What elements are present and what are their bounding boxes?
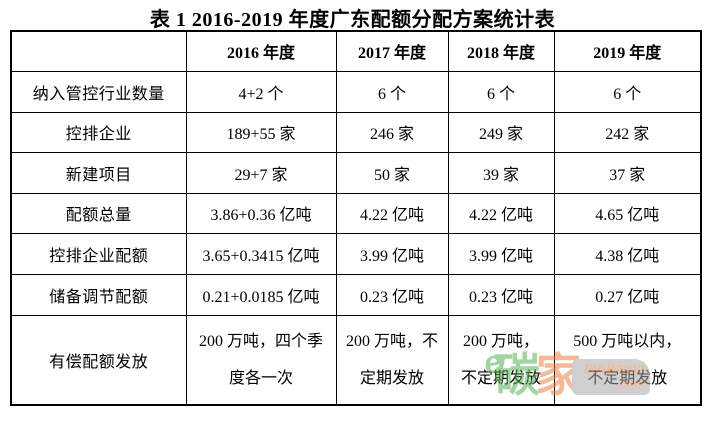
cell-enterprises-2017: 246 家 [335, 111, 449, 153]
quota-statistics-table: 2016 年度 2017 年度 2018 年度 2019 年度 纳入管控行业数量… [10, 30, 702, 406]
row-label-reserve-quota: 储备调节配额 [10, 273, 187, 316]
cell-total-quota-2016: 3.86+0.36 亿吨 [185, 192, 337, 234]
row-label-enterprises: 控排企业 [10, 111, 187, 153]
header-2019: 2019 年度 [553, 30, 702, 72]
table-row-new-projects: 新建项目 29+7 家 50 家 39 家 37 家 [10, 151, 702, 194]
cell-total-quota-2017: 4.22 亿吨 [335, 192, 449, 234]
row-label-new-projects: 新建项目 [10, 151, 187, 194]
cell-paid-allocation-2019: 500 万吨以内， 不定期发放 [553, 314, 702, 406]
cell-reserve-quota-2018: 0.23 亿吨 [447, 273, 555, 316]
table-row-enterprise-quota: 控排企业配额 3.65+0.3415 亿吨 3.99 亿吨 3.99 亿吨 4.… [10, 232, 702, 275]
cell-reserve-quota-2019: 0.27 亿吨 [553, 273, 702, 316]
cell-new-projects-2017: 50 家 [335, 151, 449, 194]
cell-industries-2016: 4+2 个 [185, 70, 337, 113]
cell-enterprise-quota-2017: 3.99 亿吨 [335, 232, 449, 275]
row-label-paid-allocation: 有偿配额发放 [10, 314, 187, 406]
cell-enterprises-2016: 189+55 家 [185, 111, 337, 153]
table-row-industries: 纳入管控行业数量 4+2 个 6 个 6 个 6 个 [10, 70, 702, 113]
table-row-total-quota: 配额总量 3.86+0.36 亿吨 4.22 亿吨 4.22 亿吨 4.65 亿… [10, 192, 702, 234]
cell-new-projects-2016: 29+7 家 [185, 151, 337, 194]
header-row: 2016 年度 2017 年度 2018 年度 2019 年度 [10, 30, 702, 72]
table-row-enterprises: 控排企业 189+55 家 246 家 249 家 242 家 [10, 111, 702, 153]
header-corner-cell [10, 30, 187, 72]
cell-enterprise-quota-2018: 3.99 亿吨 [447, 232, 555, 275]
row-label-total-quota: 配额总量 [10, 192, 187, 234]
cell-enterprises-2019: 242 家 [553, 111, 702, 153]
header-2016: 2016 年度 [185, 30, 337, 72]
cell-reserve-quota-2017: 0.23 亿吨 [335, 273, 449, 316]
cell-enterprise-quota-2019: 4.38 亿吨 [553, 232, 702, 275]
cell-new-projects-2019: 37 家 [553, 151, 702, 194]
cell-enterprise-quota-2016: 3.65+0.3415 亿吨 [185, 232, 337, 275]
table-row-reserve-quota: 储备调节配额 0.21+0.0185 亿吨 0.23 亿吨 0.23 亿吨 0.… [10, 273, 702, 316]
row-label-industries: 纳入管控行业数量 [10, 70, 187, 113]
cell-paid-allocation-2016: 200 万吨，四个季 度各一次 [185, 314, 337, 406]
cell-industries-2019: 6 个 [553, 70, 702, 113]
cell-paid-allocation-2018: 200 万吨， 不定期发放 [447, 314, 555, 406]
cell-total-quota-2019: 4.65 亿吨 [553, 192, 702, 234]
header-2017: 2017 年度 [335, 30, 449, 72]
header-2018: 2018 年度 [447, 30, 555, 72]
cell-industries-2017: 6 个 [335, 70, 449, 113]
cell-reserve-quota-2016: 0.21+0.0185 亿吨 [185, 273, 337, 316]
cell-enterprises-2018: 249 家 [447, 111, 555, 153]
cell-new-projects-2018: 39 家 [447, 151, 555, 194]
cell-total-quota-2018: 4.22 亿吨 [447, 192, 555, 234]
page-title: 表 1 2016-2019 年度广东配额分配方案统计表 [149, 9, 556, 31]
cell-paid-allocation-2017: 200 万吨，不 定期发放 [335, 314, 449, 406]
cell-industries-2018: 6 个 [447, 70, 555, 113]
row-label-enterprise-quota: 控排企业配额 [10, 232, 187, 275]
table-row-paid-allocation: 有偿配额发放 200 万吨，四个季 度各一次 200 万吨，不 定期发放 200… [10, 314, 702, 406]
